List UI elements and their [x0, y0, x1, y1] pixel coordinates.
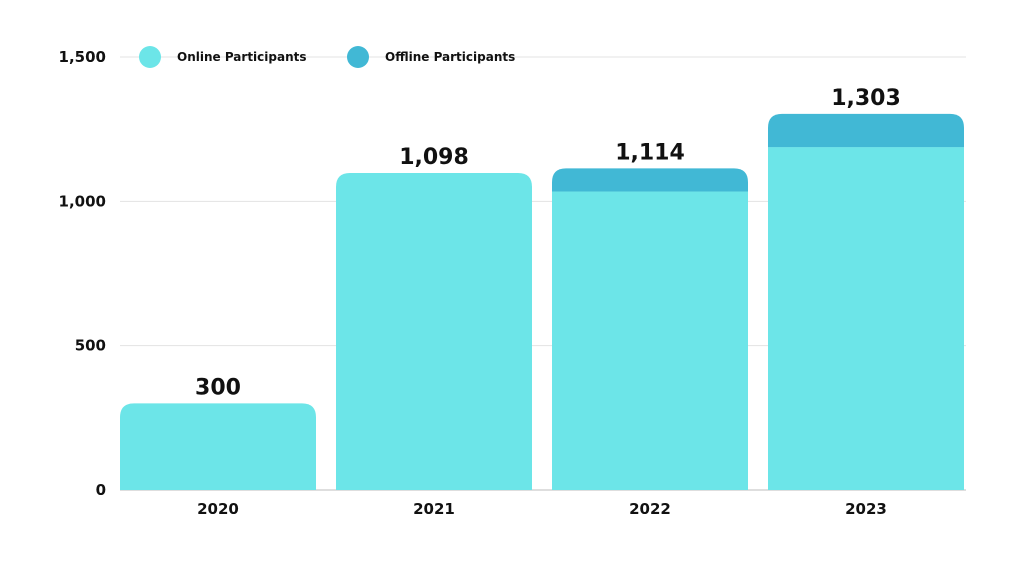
x-category-label: 2020 — [197, 500, 239, 518]
legend-label: Offline Participants — [385, 50, 515, 64]
y-tick-label: 0 — [96, 481, 106, 499]
x-category-label: 2022 — [629, 500, 671, 518]
x-category-label: 2021 — [413, 500, 455, 518]
legend-swatch — [347, 46, 369, 68]
bar-total-label: 1,303 — [831, 86, 901, 111]
legend-swatch — [139, 46, 161, 68]
bar-total-label: 300 — [195, 375, 241, 400]
bar-total-label: 1,114 — [615, 140, 685, 165]
bars-layer — [120, 113, 964, 490]
legend: Online Participants Offline Participants — [139, 46, 515, 68]
bar-2022-online-participants — [552, 191, 748, 490]
bar-total-label: 1,098 — [399, 145, 469, 170]
y-tick-label: 1,000 — [59, 192, 106, 210]
y-tick-label: 1,500 — [59, 48, 106, 66]
bar-2021-online-participants — [336, 173, 532, 490]
bar-2020-online-participants — [120, 403, 316, 490]
x-category-label: 2023 — [845, 500, 887, 518]
bar-2022-offline-participants — [552, 168, 748, 192]
legend-label: Online Participants — [177, 50, 307, 64]
y-tick-label: 500 — [75, 337, 106, 355]
labels-layer: 0 500 1,000 1,500 300 2020 1,098 2021 1,114 2022 1… — [59, 48, 901, 518]
bar-2023-offline-participants — [768, 113, 964, 148]
bar-2023-online-participants — [768, 147, 964, 490]
